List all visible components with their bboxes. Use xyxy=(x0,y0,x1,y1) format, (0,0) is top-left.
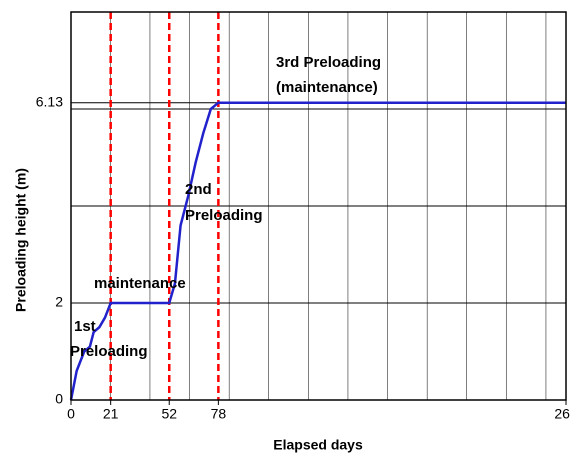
annotation: maintenance xyxy=(94,275,186,292)
grid-pattern xyxy=(71,12,566,400)
annotation: (maintenance) xyxy=(276,79,378,96)
plot-frame xyxy=(70,11,567,401)
annotation: 2nd xyxy=(185,181,212,198)
series-line xyxy=(69,101,566,401)
x-tick-label: 0 xyxy=(67,406,75,422)
y-tick-label: 0 xyxy=(55,391,63,407)
y-tick-label: 2 xyxy=(55,294,63,310)
x-tick-label: 52 xyxy=(161,406,177,422)
x-tick-label: 21 xyxy=(103,406,119,422)
x-tick-label: 262 xyxy=(554,406,570,422)
annotation: 3rd Preloading xyxy=(276,54,381,71)
y-axis-label: Preloading height (m) xyxy=(13,168,29,312)
x-axis-label: Elapsed days xyxy=(273,437,363,453)
annotation: Preloading xyxy=(70,343,148,360)
annotation: 1st xyxy=(74,318,96,335)
x-tick-label: 78 xyxy=(211,406,227,422)
y-tick-label: 6.13 xyxy=(36,93,63,109)
annotation: Preloading xyxy=(185,207,263,224)
